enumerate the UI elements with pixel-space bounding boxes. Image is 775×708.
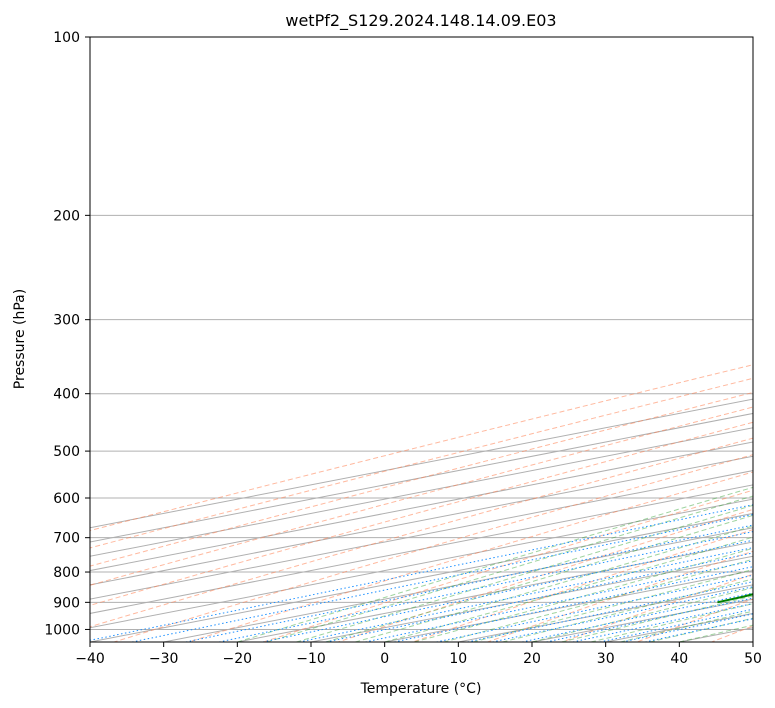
moist-adiabat-line	[443, 558, 753, 642]
x-tick-layer: −40 −30 −20 −10 0 10 20 30 40 50	[75, 642, 762, 667]
isotherm-line	[90, 427, 753, 557]
chart-title: wetPf2_S129.2024.148.14.09.E03	[285, 11, 556, 31]
moist-adiabat-line	[266, 495, 753, 642]
mixing-ratio-line	[218, 531, 753, 642]
mixing-ratio-line	[365, 560, 753, 642]
x-tick-label: 20	[523, 651, 541, 667]
dry-adiabat-line	[636, 598, 753, 642]
y-tick-label: 100	[53, 30, 80, 46]
isotherm-line	[90, 512, 753, 642]
dry-adiabat-line	[90, 364, 753, 532]
moist-adiabat-line	[590, 603, 753, 642]
x-tick-label: −40	[75, 651, 105, 667]
isotherm-line	[90, 484, 753, 614]
mixing-ratio-line	[572, 602, 753, 642]
dry-adiabat-line	[412, 529, 753, 642]
grid-layer	[90, 37, 753, 642]
isotherm-line	[90, 498, 753, 629]
isotherm-line	[163, 527, 753, 642]
dry-adiabat-line	[711, 625, 753, 642]
moist-adiabat-line	[502, 578, 753, 642]
plot-frame	[89, 36, 754, 643]
y-axis-label: Pressure (hPa)	[12, 289, 28, 389]
dry-adiabat-line	[90, 437, 753, 628]
x-tick-label: 50	[744, 651, 762, 667]
mixing-ratio-line	[90, 504, 753, 641]
isotherm-line	[752, 641, 753, 642]
moist-adiabat-line	[355, 525, 753, 642]
y-tick-label: 400	[53, 387, 80, 403]
dry-adiabat-line	[90, 377, 753, 549]
x-tick-label: −20	[223, 651, 253, 667]
x-tick-label: 10	[449, 651, 467, 667]
y-tick-label: 700	[53, 531, 80, 547]
x-tick-label: −10	[296, 651, 326, 667]
mixing-ratio-line	[131, 514, 753, 642]
moist-adiabat-line	[384, 536, 753, 642]
dry-adiabat-line	[113, 454, 753, 642]
x-axis-label: Temperature (°C)	[360, 681, 482, 697]
dry-adiabat-line	[562, 573, 753, 642]
x-tick-label: 0	[380, 651, 389, 667]
x-tick-label: 40	[670, 651, 688, 667]
dry-adiabat-line	[90, 421, 753, 606]
y-tick-layer: 100 200 300 400 500 600 700 800 900 1000	[44, 30, 90, 638]
dry-adiabat-line	[263, 489, 753, 642]
isotherm-line	[384, 570, 753, 642]
isotherm-line	[90, 441, 753, 572]
isotherm-line	[90, 455, 753, 586]
mixing-ratio-line	[599, 608, 753, 642]
dry-adiabat-line	[188, 471, 753, 642]
moist-adiabat-line	[237, 486, 753, 642]
moist-adiabat-line	[413, 547, 753, 642]
mixing-ratio-line	[521, 592, 753, 642]
dry-adiabat-line	[90, 391, 753, 567]
x-tick-label: 30	[597, 651, 615, 667]
mixing-ratio-line	[546, 597, 753, 642]
moist-adiabat-line	[472, 568, 753, 642]
y-tick-label: 900	[53, 595, 80, 611]
y-tick-label: 200	[53, 208, 80, 224]
y-tick-label: 300	[53, 313, 80, 329]
moist-adiabat-line	[531, 587, 753, 642]
mixing-ratio-line	[185, 524, 753, 642]
isotherm-line	[237, 541, 753, 642]
mixing-ratio-line	[262, 539, 753, 642]
mixing-ratio-line	[492, 586, 753, 642]
y-tick-label: 500	[53, 444, 80, 460]
dry-adiabat-line	[90, 406, 753, 586]
y-tick-label: 600	[53, 491, 80, 507]
moist-adiabat-line	[296, 504, 753, 642]
dry-adiabat-line	[338, 508, 753, 642]
isotherm-line	[90, 412, 753, 543]
isotherm-line	[679, 627, 753, 642]
y-tick-label: 1000	[44, 622, 80, 638]
temperature-profile-line	[752, 601, 753, 604]
y-tick-label: 800	[53, 565, 80, 581]
dry-adiabat-line	[487, 550, 753, 642]
x-tick-label: −30	[149, 651, 179, 667]
isotherm-line	[90, 470, 753, 600]
